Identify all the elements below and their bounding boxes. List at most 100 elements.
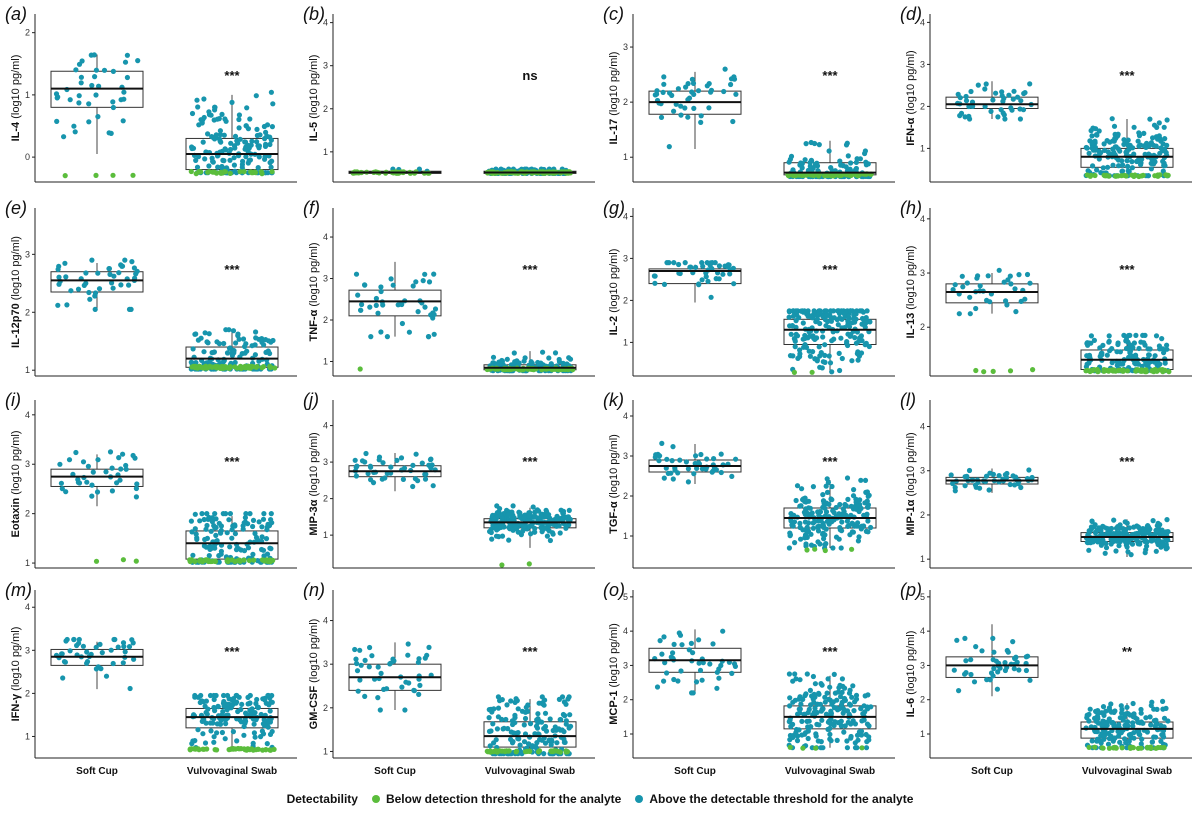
data-point-above xyxy=(1010,96,1016,102)
data-point-above xyxy=(498,524,504,531)
group-soft-cup xyxy=(945,467,1039,494)
data-point-above xyxy=(1135,719,1141,725)
data-point-below xyxy=(1138,745,1144,751)
data-point-above xyxy=(62,260,68,266)
group-vulvovaginal-swab xyxy=(783,671,877,751)
data-point-above xyxy=(493,533,500,539)
data-point-above xyxy=(61,134,67,140)
data-point-above xyxy=(990,97,996,103)
data-point-above xyxy=(72,129,78,135)
data-point-above xyxy=(659,651,665,657)
data-point-above xyxy=(252,352,258,358)
panel-letter: (m) xyxy=(5,580,32,600)
analyte-label: TGF-α xyxy=(608,498,620,533)
data-point-above xyxy=(508,698,514,704)
data-point-above xyxy=(110,68,116,74)
data-point-above xyxy=(201,516,207,523)
data-point-above xyxy=(956,688,962,694)
data-point-above xyxy=(967,294,973,300)
data-point-above xyxy=(58,480,64,486)
data-point-above xyxy=(853,165,860,172)
data-point-above xyxy=(554,740,560,746)
data-point-above xyxy=(242,139,248,145)
data-point-above xyxy=(195,104,201,110)
data-point-above xyxy=(71,123,77,129)
data-point-above xyxy=(689,690,695,696)
data-point-above xyxy=(968,671,974,678)
data-point-below xyxy=(252,170,258,176)
data-point-above xyxy=(1124,704,1130,710)
data-point-above xyxy=(1113,548,1119,554)
data-point-above xyxy=(1117,739,1123,745)
data-point-above xyxy=(829,369,835,375)
data-point-above xyxy=(1004,647,1010,654)
data-point-above xyxy=(222,736,228,742)
data-point-above xyxy=(802,534,808,540)
data-point-above xyxy=(214,730,220,736)
data-point-below xyxy=(1108,367,1114,373)
data-point-above xyxy=(696,660,702,666)
data-point-above xyxy=(991,649,997,655)
data-point-above xyxy=(833,534,840,540)
y-unit-label: (log10 pg/ml) xyxy=(10,431,22,495)
data-point-above xyxy=(253,335,259,341)
data-point-above xyxy=(534,740,540,746)
data-point-above xyxy=(362,282,368,288)
x-tick-label: Vulvovaginal Swab xyxy=(485,766,575,777)
data-point-above xyxy=(1149,538,1155,544)
data-point-above xyxy=(816,523,822,529)
data-point-above xyxy=(108,647,114,653)
box xyxy=(50,468,144,487)
data-point-above xyxy=(831,671,837,678)
data-point-above xyxy=(838,545,844,551)
y-axis-title: IL-12p70 (log10 pg/ml) xyxy=(10,236,22,348)
data-point-above xyxy=(494,503,500,509)
data-point-above xyxy=(1146,143,1152,149)
data-point-above xyxy=(1120,162,1126,168)
data-point-above xyxy=(510,730,517,736)
data-point-above xyxy=(565,517,572,523)
data-point-above xyxy=(214,721,220,727)
data-point-above xyxy=(359,458,366,464)
y-tick-label: 0 xyxy=(25,152,30,162)
data-point-below xyxy=(1092,172,1098,179)
data-point-above xyxy=(1003,298,1009,304)
data-point-above xyxy=(790,678,796,684)
data-point-above xyxy=(696,460,702,466)
data-point-above xyxy=(1118,730,1124,736)
data-point-above xyxy=(245,694,251,701)
data-point-above xyxy=(812,519,818,525)
data-point-below xyxy=(813,745,819,751)
data-point-above xyxy=(247,510,253,517)
data-point-above xyxy=(126,644,133,650)
data-point-above xyxy=(131,656,137,662)
y-unit-label: (log10 pg/ml) xyxy=(308,432,320,496)
data-point-above xyxy=(1094,738,1100,744)
significance-label: ** xyxy=(1122,644,1133,659)
y-unit-label: (log10 pg/ml) xyxy=(608,623,620,687)
data-point-above xyxy=(963,93,969,100)
data-point-above xyxy=(204,711,210,717)
data-point-above xyxy=(797,351,803,357)
data-point-above xyxy=(698,451,704,458)
data-point-above xyxy=(419,460,425,466)
data-point-above xyxy=(683,459,690,465)
data-point-above xyxy=(1165,718,1171,724)
data-point-above xyxy=(526,513,532,520)
data-point-above xyxy=(690,80,697,86)
data-point-above xyxy=(695,88,702,94)
y-unit-label: (log10 pg/ml) xyxy=(308,55,320,119)
data-point-above xyxy=(513,525,519,531)
data-point-above xyxy=(375,695,381,701)
data-point-above xyxy=(797,677,803,683)
data-point-above xyxy=(1110,162,1116,168)
data-point-below xyxy=(791,369,798,375)
data-point-above xyxy=(1014,659,1020,665)
data-point-above xyxy=(512,699,518,706)
y-unit-label: (log10 pg/ml) xyxy=(10,55,22,119)
data-point-above xyxy=(1112,735,1118,741)
data-point-above xyxy=(229,527,235,533)
data-point-above xyxy=(97,641,103,648)
data-point-above xyxy=(189,145,195,152)
